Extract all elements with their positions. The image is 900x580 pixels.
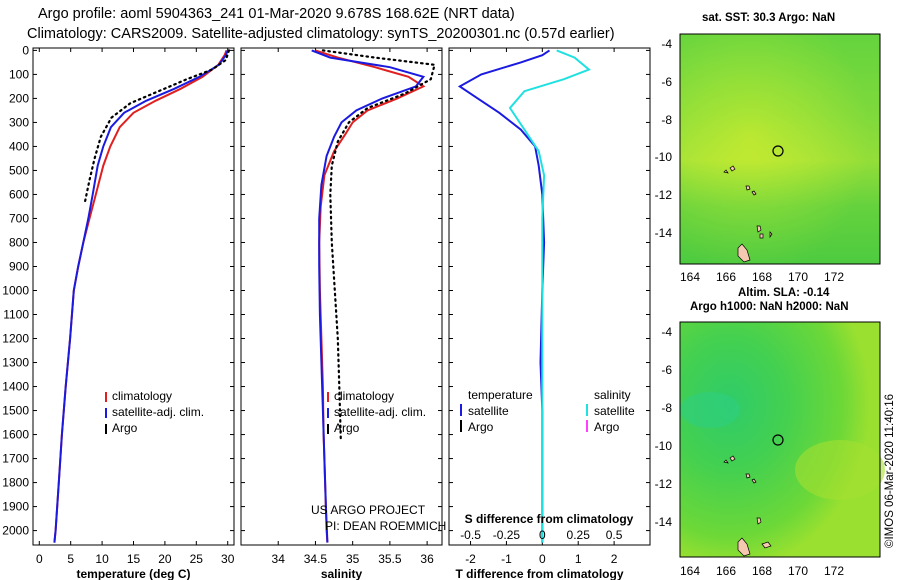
- plot-frame-temperature: [33, 48, 234, 545]
- x2-tick-label: 0.25: [567, 528, 591, 542]
- series-line-salinity-satellite-adj-clim-: [312, 50, 424, 542]
- y-tick-label: 1300: [2, 356, 29, 370]
- y-tick-label: 200: [9, 91, 29, 105]
- x-axis-label-difference: T difference from climatology: [455, 567, 623, 580]
- series-line-temperature-climatology: [54, 50, 226, 542]
- legend-label: climatology: [112, 389, 172, 403]
- y-tick-label: 2000: [2, 524, 29, 538]
- y-tick-label: 700: [9, 211, 29, 225]
- x2-tick-label: 0.5: [606, 528, 623, 542]
- map1-title: sat. SST: 30.3 Argo: NaN: [702, 12, 835, 24]
- series-line-temperature-satellite-adj-clim-: [54, 50, 227, 542]
- series-line-difference-t-satellite: [460, 50, 550, 542]
- legend-title-temperature: temperature: [468, 388, 533, 402]
- legend-label: satellite-adj. clim.: [112, 405, 204, 419]
- series-line-salinity-climatology: [315, 50, 423, 542]
- x-tick-label: 15: [127, 552, 141, 566]
- x-tick-label: 36: [420, 552, 434, 566]
- x-tick-label: 30: [221, 552, 235, 566]
- legend-label: Argo: [468, 420, 494, 434]
- x-tick-label: 35: [346, 552, 360, 566]
- annotation-project: US ARGO PROJECT: [311, 503, 426, 517]
- x-tick-label: 25: [190, 552, 204, 566]
- y-tick-label: 500: [9, 163, 29, 177]
- plot-frame-difference: [449, 48, 650, 545]
- y-tick-label: 800: [9, 235, 29, 249]
- x-tick-label: -1: [501, 552, 512, 566]
- x-tick-label: -2: [465, 552, 476, 566]
- x2-tick-label: 0: [539, 528, 546, 542]
- y-tick-label: 0: [22, 43, 29, 57]
- x-tick-label: 20: [158, 552, 172, 566]
- x2-tick-label: -0.25: [493, 528, 521, 542]
- y-tick-label: 900: [9, 259, 29, 273]
- map1-footer: Altim. SLA: -0.14: [738, 287, 829, 299]
- legend-label: climatology: [334, 389, 394, 403]
- x-tick-label: 0: [36, 552, 43, 566]
- y-tick-label: 600: [9, 187, 29, 201]
- x-axis-label-temperature: temperature (deg C): [76, 567, 190, 580]
- legend-label: Argo: [112, 421, 138, 435]
- x-tick-label: 35.5: [378, 552, 402, 566]
- x2-tick-label: -0.5: [460, 528, 481, 542]
- y-tick-label: 300: [9, 115, 29, 129]
- legend-label: satellite-adj. clim.: [334, 405, 426, 419]
- x-tick-label: 34.5: [304, 552, 328, 566]
- annotation-pi: PI: DEAN ROEMMICH: [325, 519, 446, 533]
- x2-axis-label: S difference from climatology: [465, 512, 634, 526]
- series-line-salinity-argo: [323, 50, 435, 439]
- y-tick-label: 1400: [2, 380, 29, 394]
- y-tick-label: 400: [9, 139, 29, 153]
- legend-label: satellite: [594, 404, 635, 418]
- x-tick-label: 2: [611, 552, 618, 566]
- y-tick-label: 100: [9, 67, 29, 81]
- y-tick-label: 1100: [3, 308, 29, 322]
- y-tick-label: 1500: [2, 404, 29, 418]
- legend-label: satellite: [468, 404, 509, 418]
- x-tick-label: 1: [575, 552, 582, 566]
- x-axis-label-salinity: salinity: [321, 567, 363, 580]
- legend-label: Argo: [334, 421, 360, 435]
- y-tick-label: 1000: [2, 283, 29, 297]
- x-tick-label: 34: [272, 552, 286, 566]
- y-tick-label: 1200: [2, 332, 29, 346]
- x-tick-label: 5: [67, 552, 74, 566]
- legend-title-salinity: salinity: [594, 388, 631, 402]
- x-tick-label: 0: [539, 552, 546, 566]
- y-tick-label: 1600: [2, 428, 29, 442]
- y-tick-label: 1800: [2, 476, 29, 490]
- series-line-difference-s-satellite: [510, 50, 589, 542]
- legend-label: Argo: [594, 420, 620, 434]
- map2-title: Argo h1000: NaN h2000: NaN: [690, 301, 849, 313]
- y-tick-label: 1700: [2, 452, 29, 466]
- x-tick-label: 10: [95, 552, 109, 566]
- y-tick-label: 1900: [2, 500, 29, 514]
